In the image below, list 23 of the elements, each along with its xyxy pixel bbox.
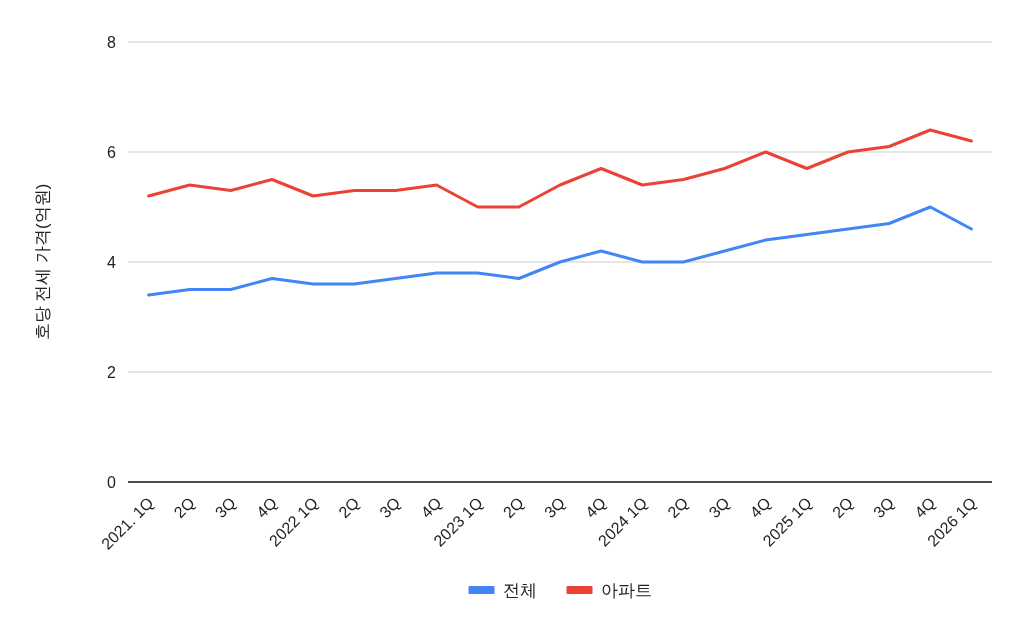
y-tick-label: 8 bbox=[107, 34, 117, 51]
x-tick-label: 4Q bbox=[746, 494, 774, 522]
x-tick-label: 2Q bbox=[664, 494, 692, 522]
x-tick-label: 3Q bbox=[376, 494, 404, 522]
x-tick-label: 2Q bbox=[499, 494, 527, 522]
y-tick-label: 2 bbox=[107, 364, 117, 381]
x-tick-label: 3Q bbox=[211, 494, 239, 522]
x-tick-label: 4Q bbox=[911, 494, 939, 522]
y-axis-title: 호당 전세 가격(억원) bbox=[33, 183, 52, 341]
x-tick-label: 4Q bbox=[253, 494, 281, 522]
x-tick-label: 3Q bbox=[870, 494, 898, 522]
x-tick-label: 2Q bbox=[335, 494, 363, 522]
x-tick-label: 3Q bbox=[541, 494, 569, 522]
x-tick-label: 2Q bbox=[829, 494, 857, 522]
x-tick-label: 2Q bbox=[170, 494, 198, 522]
y-tick-label: 4 bbox=[107, 254, 117, 271]
y-tick-label: 0 bbox=[107, 474, 117, 491]
legend-label: 전체 bbox=[502, 581, 537, 600]
legend-label: 아파트 bbox=[600, 581, 652, 600]
x-tick-label: 4Q bbox=[582, 494, 610, 522]
x-tick-label: 3Q bbox=[705, 494, 733, 522]
x-tick-label: 4Q bbox=[417, 494, 445, 522]
y-tick-label: 6 bbox=[107, 144, 117, 161]
